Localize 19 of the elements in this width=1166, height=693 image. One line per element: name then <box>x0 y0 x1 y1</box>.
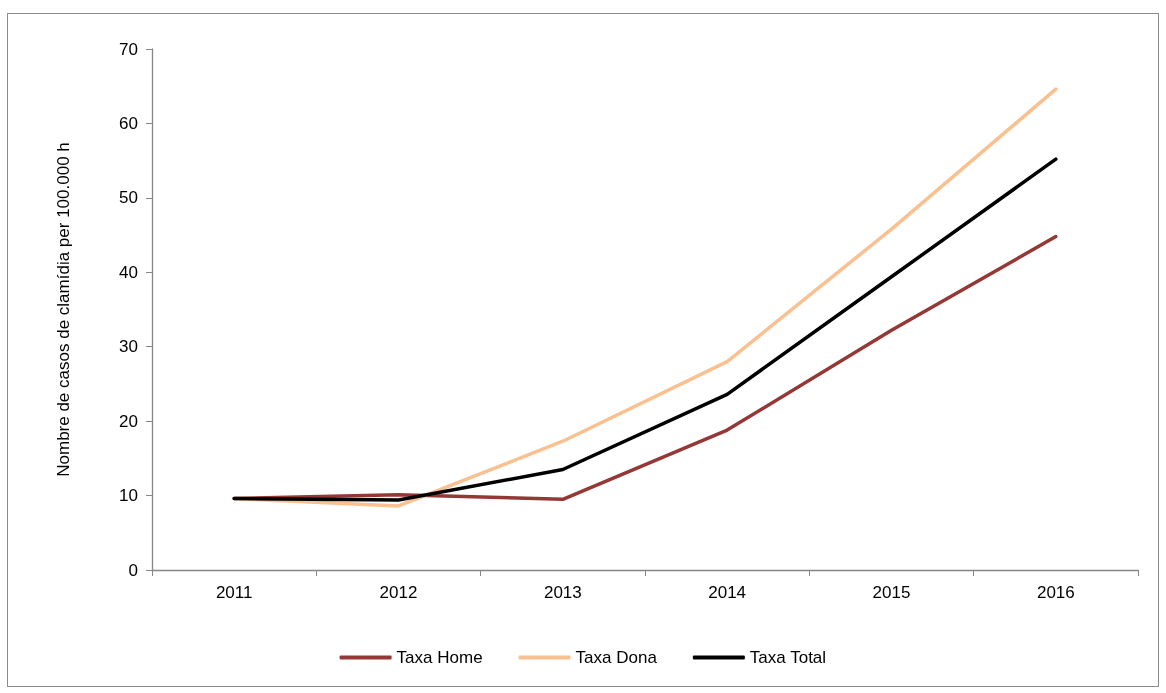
x-tick-label: 2013 <box>543 583 582 602</box>
x-tick-label: 2015 <box>872 583 911 602</box>
y-tick-label: 10 <box>119 486 138 506</box>
y-tick-label: 50 <box>119 188 138 208</box>
x-tick-label: 2012 <box>379 583 418 602</box>
y-tick-label: 20 <box>119 411 138 431</box>
y-tick-label: 40 <box>119 262 138 282</box>
line-series <box>232 157 1058 502</box>
y-tick-label: 60 <box>119 113 138 133</box>
y-tick-label: 30 <box>119 337 138 357</box>
x-tick-label: 2014 <box>708 583 747 602</box>
y-tick-label: 0 <box>128 560 138 580</box>
y-axis-title: Nombre de casos de clamídia per 100.000 h <box>54 142 73 477</box>
x-tick-label: 2011 <box>215 583 253 602</box>
y-tick-label: 70 <box>119 39 138 59</box>
legend-label: Taxa Total <box>749 648 827 667</box>
legend-label: Taxa Dona <box>575 648 658 667</box>
x-tick-label: 2016 <box>1036 583 1075 602</box>
legend-label: Taxa Home <box>396 648 483 667</box>
